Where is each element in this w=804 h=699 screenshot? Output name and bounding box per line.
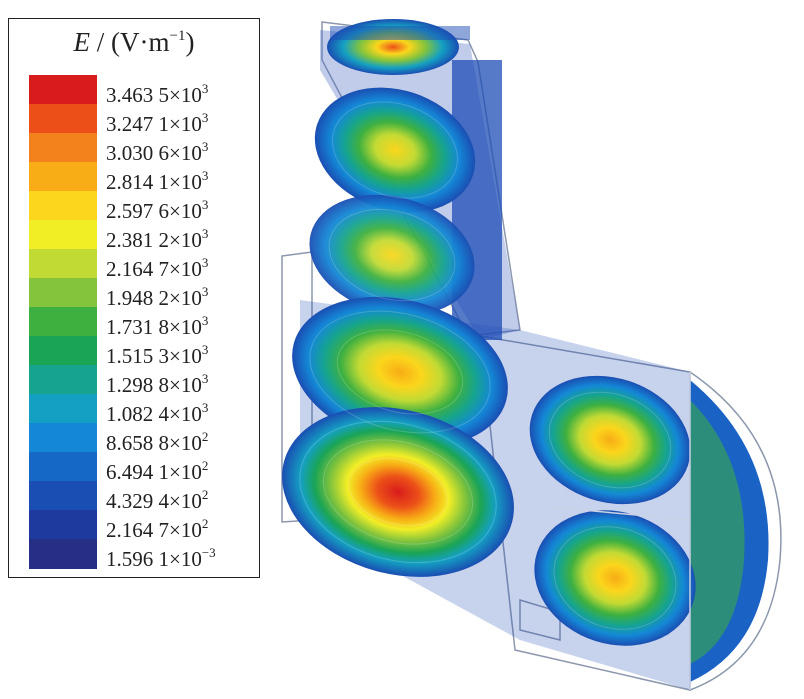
legend-tick-exponent: 3 [201,341,209,357]
legend-tick-exponent: 2 [201,486,209,502]
legend-swatch [29,452,97,482]
legend-swatch [29,162,97,192]
lower-divider [539,505,691,521]
legend-swatch [29,104,97,134]
legend-tick-mantissa: 2.381 2×10 [106,227,202,252]
legend-color-bar [29,75,97,569]
legend-swatch [29,75,97,105]
legend-tick-label: 3.463 5×103 [106,77,208,107]
legend-swatch [29,249,97,279]
field-lobe-3 [309,194,475,316]
legend-swatch [29,365,97,395]
field-lobe-5 [282,407,514,577]
legend-tick-mantissa: 4.329 4×10 [106,488,202,513]
legend-title-sep: / [96,27,105,57]
legend-tick-exponent: 3 [201,283,209,299]
legend-tick-label: 2.164 7×102 [106,512,208,542]
legend-tick-exponent: 3 [201,399,209,415]
legend-tick-mantissa: 2.164 7×10 [106,256,202,281]
legend-tick-mantissa: 6.494 1×10 [106,459,202,484]
legend-title-unit-close: ) [185,27,195,57]
bottom-foot-outline [519,598,561,641]
legend-tick-exponent: 2 [201,428,209,444]
field-lobe-7 [534,510,696,646]
legend-tick-mantissa: 1.596 1×10 [106,546,202,571]
legend-swatch [29,510,97,540]
legend-tick-mantissa: 3.247 1×10 [106,111,202,136]
legend-tick-exponent: 3 [201,109,209,125]
legend-tick-label: 2.164 7×103 [106,251,208,281]
legend-tick-label: 1.731 8×103 [106,309,208,339]
legend-tick-mantissa: 3.030 6×10 [106,140,202,165]
end-cap-outline [689,371,782,691]
legend-swatch [29,481,97,511]
legend-tick-label: 2.597 6×103 [106,193,208,223]
legend-tick-label: 2.381 2×103 [106,222,208,252]
legend-tick-label: 3.247 1×103 [106,106,208,136]
legend-tick-mantissa: 8.658 8×10 [106,430,202,455]
legend-swatch [29,220,97,250]
legend-swatch [29,278,97,308]
legend-tick-exponent: 3 [201,312,209,328]
legend-tick-exponent: 3 [201,254,209,270]
legend-swatch [29,191,97,221]
field-lobe-2 [314,87,476,213]
legend-tick-mantissa: 1.298 8×10 [106,372,202,397]
legend-tick-exponent: 2 [201,457,209,473]
legend-tick-label: 1.082 4×103 [106,396,208,426]
top-cap-edge [330,26,470,40]
legend-swatch [29,133,97,163]
legend-tick-label: 6.494 1×102 [106,454,208,484]
legend-tick-exponent: 3 [201,225,209,241]
legend-tick-mantissa: 2.597 6×10 [106,198,202,223]
legend-tick-mantissa: 3.463 5×10 [106,82,202,107]
contour-lines [299,101,677,630]
legend-tick-mantissa: 1.731 8×10 [106,314,202,339]
legend-tick-label: 2.814 1×103 [106,164,208,194]
legend-tick-label: 1.515 3×103 [106,338,208,368]
legend-tick-mantissa: 2.164 7×10 [106,517,202,542]
legend-title-unit: (V·m [111,27,170,57]
legend-title-unit-exponent: −1 [169,28,186,44]
legend-tick-exponent: 3 [201,80,209,96]
field-lobe-4 [292,296,508,448]
color-legend: E / (V·m−1) 3.463 5×103 3.247 1×103 3.030 … [8,18,260,578]
legend-tick-mantissa: 1.082 4×10 [106,401,202,426]
legend-tick-label: 3.030 6×103 [106,135,208,165]
legend-swatch [29,394,97,424]
legend-tick-exponent: −3 [201,544,216,560]
legend-tick-exponent: 3 [201,196,209,212]
legend-tick-label: 4.329 4×102 [106,483,208,513]
legend-title: E / (V·m−1) [9,27,259,58]
legend-tick-label: 8.658 8×102 [106,425,208,455]
legend-swatch [29,539,97,569]
legend-tick-exponent: 3 [201,370,209,386]
legend-tick-mantissa: 2.814 1×10 [106,169,202,194]
field-lobe-6 [529,375,691,505]
legend-tick-label: 1.596 1×10−3 [106,541,216,571]
legend-swatch [29,307,97,337]
field-lobes [282,19,696,646]
legend-tick-mantissa: 1.515 3×10 [106,343,202,368]
legend-swatch [29,336,97,366]
legend-tick-exponent: 3 [201,167,209,183]
end-cap-field-ring [690,400,745,664]
legend-tick-exponent: 3 [201,138,209,154]
legend-tick-mantissa: 1.948 2×10 [106,285,202,310]
field-distribution-figure [281,19,782,691]
legend-tick-label: 1.948 2×103 [106,280,208,310]
front-face-edges [539,372,691,690]
legend-tick-exponent: 2 [201,515,209,531]
legend-swatch [29,423,97,453]
legend-tick-label: 1.298 8×103 [106,367,208,397]
legend-title-var: E [73,27,91,57]
